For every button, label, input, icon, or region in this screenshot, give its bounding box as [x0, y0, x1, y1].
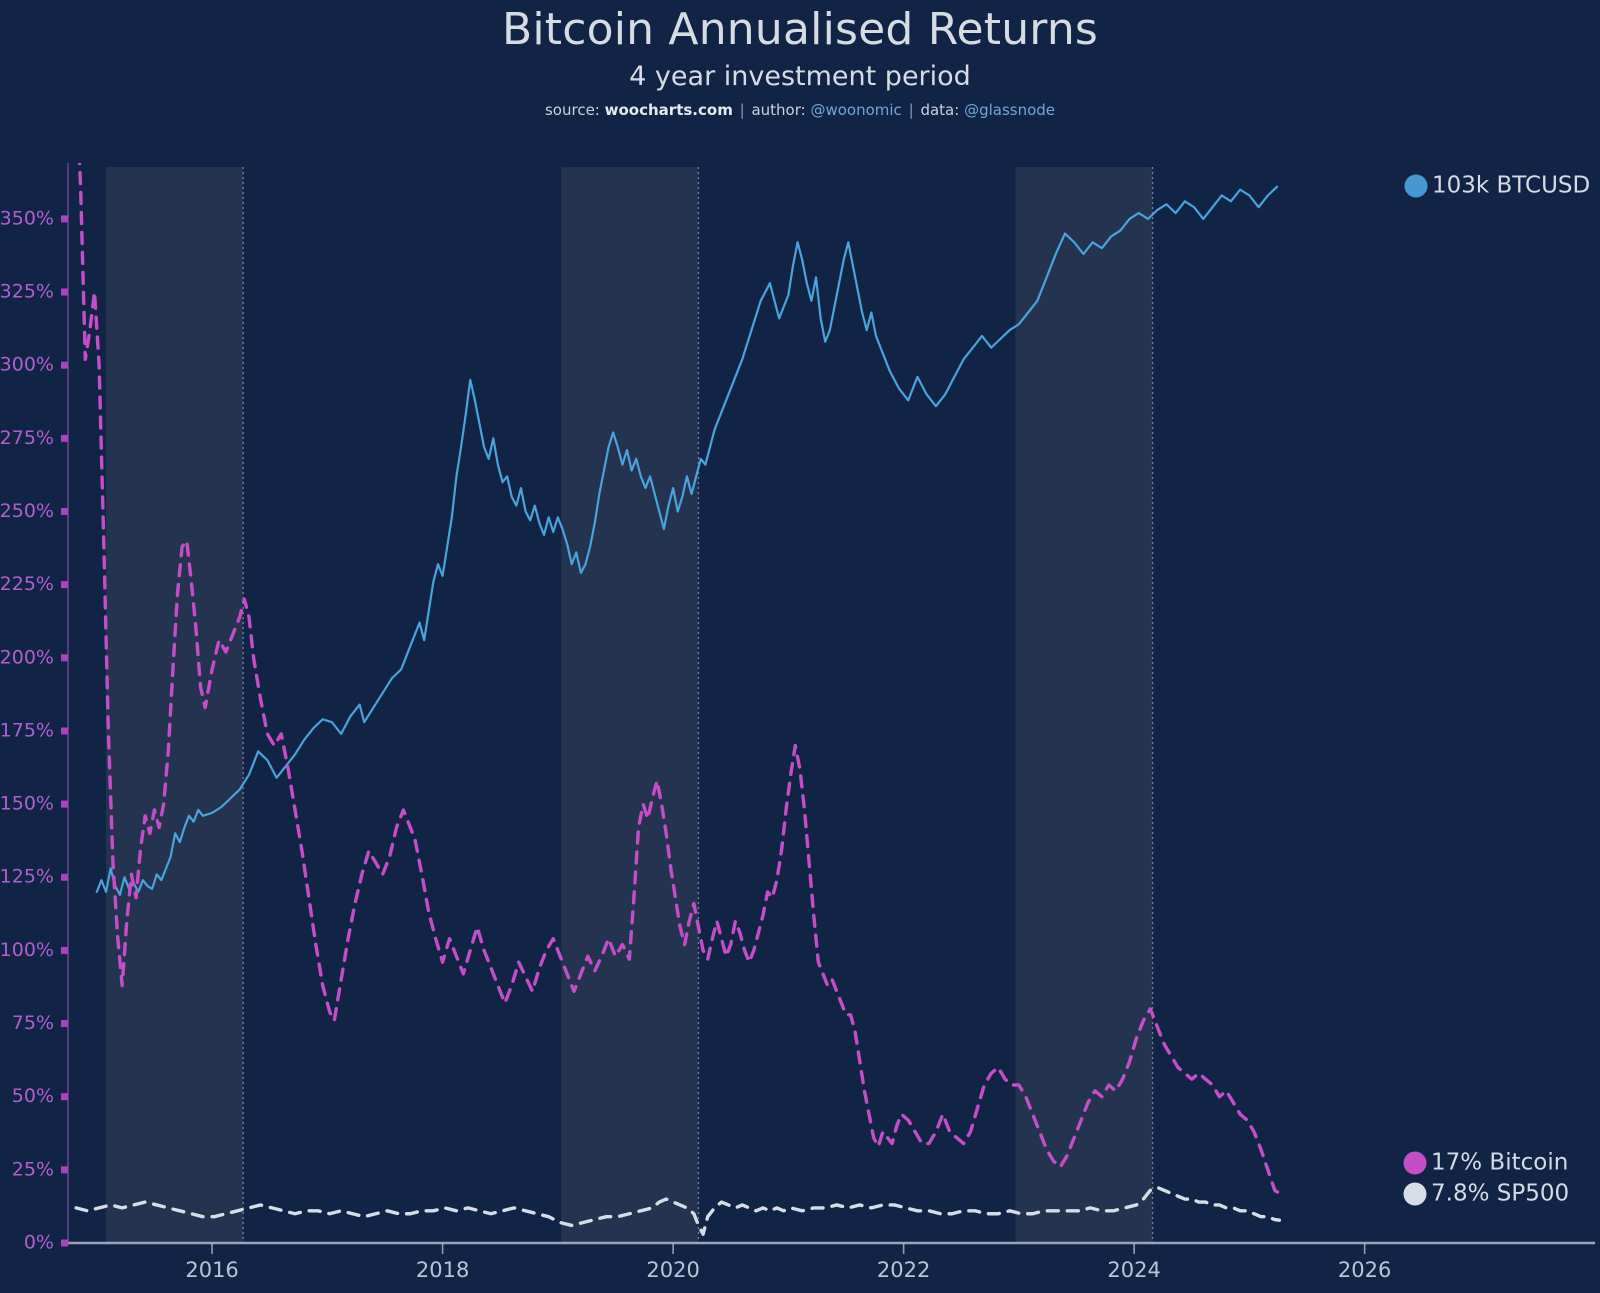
y-tick-label: 325% [0, 281, 54, 303]
data-series-layer [74, 163, 1282, 1236]
data-label: data: [920, 101, 960, 120]
credit-separator-1: | [739, 101, 745, 120]
y-tick-mark [61, 800, 68, 808]
y-tick-label: 125% [0, 866, 54, 888]
chart-header: Bitcoin Annualised Returns 4 year invest… [0, 0, 1600, 119]
legend-label-sp500-return: 7.8% SP500 [1431, 1181, 1569, 1207]
y-tick-label: 300% [0, 354, 54, 376]
legend-label-btc-return: 17% Bitcoin [1431, 1150, 1568, 1176]
legend-layer: 103k BTCUSD 17% Bitcoin 7.8% SP500 [1403, 173, 1590, 1207]
y-tick-mark [61, 654, 68, 662]
y-tick-mark [61, 873, 68, 881]
x-tick-label: 2018 [416, 1258, 469, 1282]
x-tick-label: 2024 [1107, 1258, 1160, 1282]
y-tick-label: 50% [12, 1085, 54, 1107]
y-tick-label: 200% [0, 646, 54, 668]
y-tick-mark [61, 581, 68, 589]
y-tick-mark [61, 434, 68, 442]
y-tick-label: 350% [0, 207, 54, 229]
y-tick-mark [61, 288, 68, 296]
y-tick-mark [61, 361, 68, 369]
y-tick-label: 225% [0, 573, 54, 595]
y-tick-mark [61, 215, 68, 223]
y-tick-label: 275% [0, 427, 54, 449]
author-label: author: [751, 101, 806, 120]
legend-marker-sp500-return [1403, 1182, 1427, 1206]
source-value: woocharts.com [604, 101, 733, 120]
y-tick-mark [61, 1093, 68, 1101]
y-tick-mark [61, 507, 68, 515]
data-handle-link[interactable]: @glassnode [964, 101, 1056, 120]
y-tick-mark [61, 727, 68, 735]
y-tick-mark [61, 1239, 68, 1247]
series-line-btcusd [95, 185, 1279, 896]
y-tick-mark [61, 946, 68, 954]
legend-label-btc-price: 103k BTCUSD [1432, 173, 1590, 199]
series-line-bitcoin [77, 163, 1282, 1195]
y-tick-label: 150% [0, 793, 54, 815]
y-tick-label: 25% [12, 1158, 54, 1180]
y-tick-label: 0% [24, 1232, 54, 1254]
halving-band-2 [561, 167, 699, 1243]
author-handle-link[interactable]: @woonomic [810, 101, 902, 120]
y-tick-label: 75% [12, 1012, 54, 1034]
x-tick-label: 2016 [185, 1258, 238, 1282]
y-tick-label: 250% [0, 500, 54, 522]
series-line-sp500 [74, 1185, 1282, 1236]
x-tick-label: 2022 [877, 1258, 930, 1282]
chart-subtitle: 4 year investment period [629, 60, 971, 92]
y-axis-labels: 0% 25% 50% 75% 100% 125% 150% 175% 200% 225% 250% 2… [0, 207, 68, 1254]
x-tick-label: 2026 [1338, 1258, 1391, 1282]
x-axis-labels: 2016 2018 2020 2022 2024 2026 [185, 1243, 1391, 1282]
credit-separator-2: | [908, 101, 914, 120]
y-tick-label: 175% [0, 719, 54, 741]
halving-band-1 [106, 167, 244, 1243]
source-label: source: [544, 101, 600, 120]
y-tick-mark [61, 1020, 68, 1028]
axis-layer [67, 163, 1595, 1245]
y-tick-label: 100% [0, 939, 54, 961]
x-tick-label: 2020 [646, 1258, 699, 1282]
credit-line: source: woocharts.com | author: @woonomi… [0, 102, 1600, 119]
page-title: Bitcoin Annualised Returns [501, 4, 1099, 55]
legend-marker-btc-return [1403, 1151, 1427, 1175]
halving-band-3 [1015, 167, 1153, 1243]
legend-marker-btc-price [1404, 174, 1428, 198]
y-tick-mark [61, 1166, 68, 1174]
